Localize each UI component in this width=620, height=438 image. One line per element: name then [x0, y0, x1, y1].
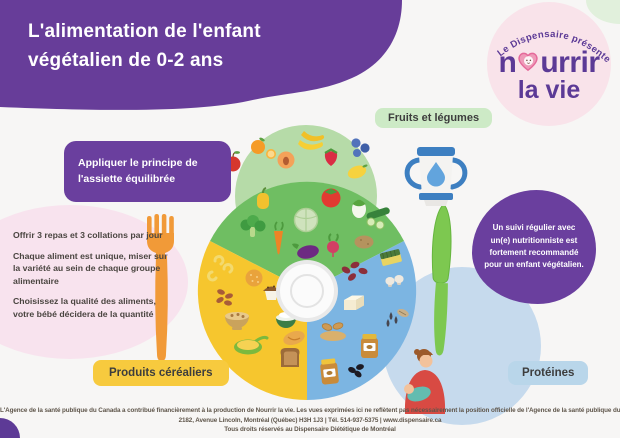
tip-item: Chaque aliment est unique, miser sur la … — [13, 250, 168, 286]
page-title: L'alimentation de l'enfant végétalien de… — [28, 17, 261, 76]
mushrooms-icon — [385, 275, 404, 287]
orange-icon — [251, 137, 276, 159]
peanut-butter-jar-icon — [320, 358, 339, 385]
tomato-icon — [321, 188, 341, 208]
bok-choy-icon — [352, 199, 366, 218]
label-proteines: Protéines — [508, 361, 589, 385]
plate-icon — [276, 260, 338, 322]
nut-butter-jar-icon — [361, 334, 378, 358]
bun-icon — [283, 330, 305, 346]
principle-box: Appliquer le principe de l'assiette équi… — [64, 141, 231, 202]
mango-icon — [347, 164, 368, 179]
knife-icon — [431, 203, 452, 356]
tempeh-icon — [379, 249, 402, 266]
blueberries-icon — [351, 138, 370, 157]
vegetables-group — [240, 187, 390, 259]
pink-blob — [0, 205, 188, 359]
broccoli-icon — [240, 215, 266, 237]
footer-copyright: Tous droits réservés au Dispensaire Diét… — [224, 426, 396, 434]
eggplant-icon — [292, 243, 319, 259]
nutritionist-note-text: Un suivi régulier avec un(e) nutritionni… — [484, 223, 584, 270]
logo-tagline-arc: Le Dispensaire présente — [495, 29, 612, 65]
peach-icon — [277, 151, 295, 169]
breastfeeding-mother-icon — [404, 349, 446, 414]
water-drop-icon — [427, 162, 445, 187]
porridge-bowl-icon — [234, 335, 269, 355]
peanuts-icon — [321, 322, 344, 331]
footer: L'Agence de la santé publique du Canada … — [0, 406, 620, 435]
label-produits-cerealiers: Produits céréaliers — [93, 360, 229, 386]
label-fruits-legumes: Fruits et légumes — [375, 108, 493, 128]
radish-icon — [327, 233, 339, 257]
brand-name: n urrir la vie — [487, 48, 611, 105]
sesame-cracker-icon — [245, 269, 263, 287]
yellow-pepper-icon — [257, 187, 269, 209]
bread-slice-icon — [280, 348, 300, 367]
principle-text: Appliquer le principe de l'assiette équi… — [78, 157, 198, 185]
title-line-2: végétalien de 0-2 ans — [28, 50, 224, 72]
footer-disclaimer: L'Agence de la santé publique du Canada … — [0, 406, 620, 414]
heart-icon — [518, 52, 538, 71]
fork-icon — [147, 214, 174, 361]
proteins-group — [320, 249, 409, 385]
tofu-icon — [344, 295, 364, 310]
nutritionist-note-blob: Un suivi régulier avec un(e) nutritionni… — [472, 190, 596, 304]
header-banner — [0, 0, 402, 110]
tip-item: Offrir 3 repas et 3 collations par jour — [13, 230, 163, 240]
footer-address: 2182, Avenue Lincoln, Montréal (Québec) … — [178, 416, 442, 424]
strawberry-icon — [324, 148, 338, 166]
title-line-1: L'alimentation de l'enfant — [28, 21, 261, 42]
cucumber-icon — [366, 207, 390, 230]
cabbage-icon — [293, 207, 319, 233]
dried-dates-icon — [216, 289, 233, 306]
carrot-icon — [274, 221, 284, 255]
tip-item: Choisissez la qualité des aliments, votr… — [13, 296, 156, 320]
black-beans-icon — [348, 364, 364, 378]
banana-icon — [298, 131, 325, 150]
logo-badge — [487, 2, 611, 126]
brand-segment-urrir: urrir — [540, 46, 600, 79]
sunflower-seeds-icon — [386, 308, 409, 327]
tips-panel: Offrir 3 repas et 3 collations par jour … — [13, 229, 175, 329]
macaroni-icon — [207, 255, 234, 282]
sippy-cup-icon — [404, 147, 468, 206]
kidney-beans-icon — [341, 261, 368, 281]
brand-segment-n: n — [498, 46, 517, 79]
brand-line-2: la vie — [517, 76, 581, 104]
cereal-bowl-icon — [225, 312, 249, 330]
ground-nuts-icon — [320, 331, 346, 341]
muffin-icon — [263, 285, 280, 300]
potato-icon — [354, 235, 374, 249]
